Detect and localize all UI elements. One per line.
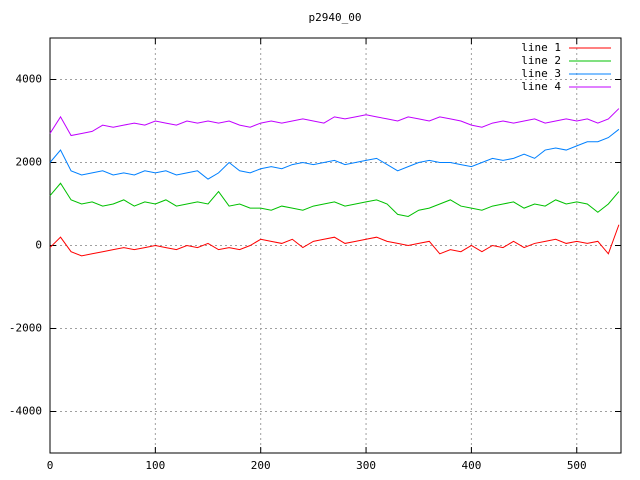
legend-label: line 1 <box>521 41 561 54</box>
y-tick-label: -4000 <box>9 405 42 418</box>
series-line <box>49 224 620 257</box>
x-tick-label: 100 <box>145 459 165 472</box>
x-tick-label: 200 <box>251 459 271 472</box>
y-tick-label: 2000 <box>16 156 43 169</box>
series-line <box>49 182 620 217</box>
legend-label: line 2 <box>521 54 561 67</box>
plot-frame <box>49 37 622 454</box>
series-line <box>49 128 620 180</box>
x-tick-label: 400 <box>461 459 481 472</box>
legend-label: line 4 <box>521 80 561 93</box>
x-tick-label: 300 <box>356 459 376 472</box>
x-tick-label: 500 <box>567 459 587 472</box>
series-line <box>49 108 620 137</box>
y-tick-label: -2000 <box>9 322 42 335</box>
y-tick-label: 4000 <box>16 73 43 86</box>
legend-label: line 3 <box>521 67 561 80</box>
x-tick-label: 0 <box>47 459 54 472</box>
chart-title: p2940_00 <box>309 11 362 24</box>
y-tick-label: 0 <box>35 239 42 252</box>
